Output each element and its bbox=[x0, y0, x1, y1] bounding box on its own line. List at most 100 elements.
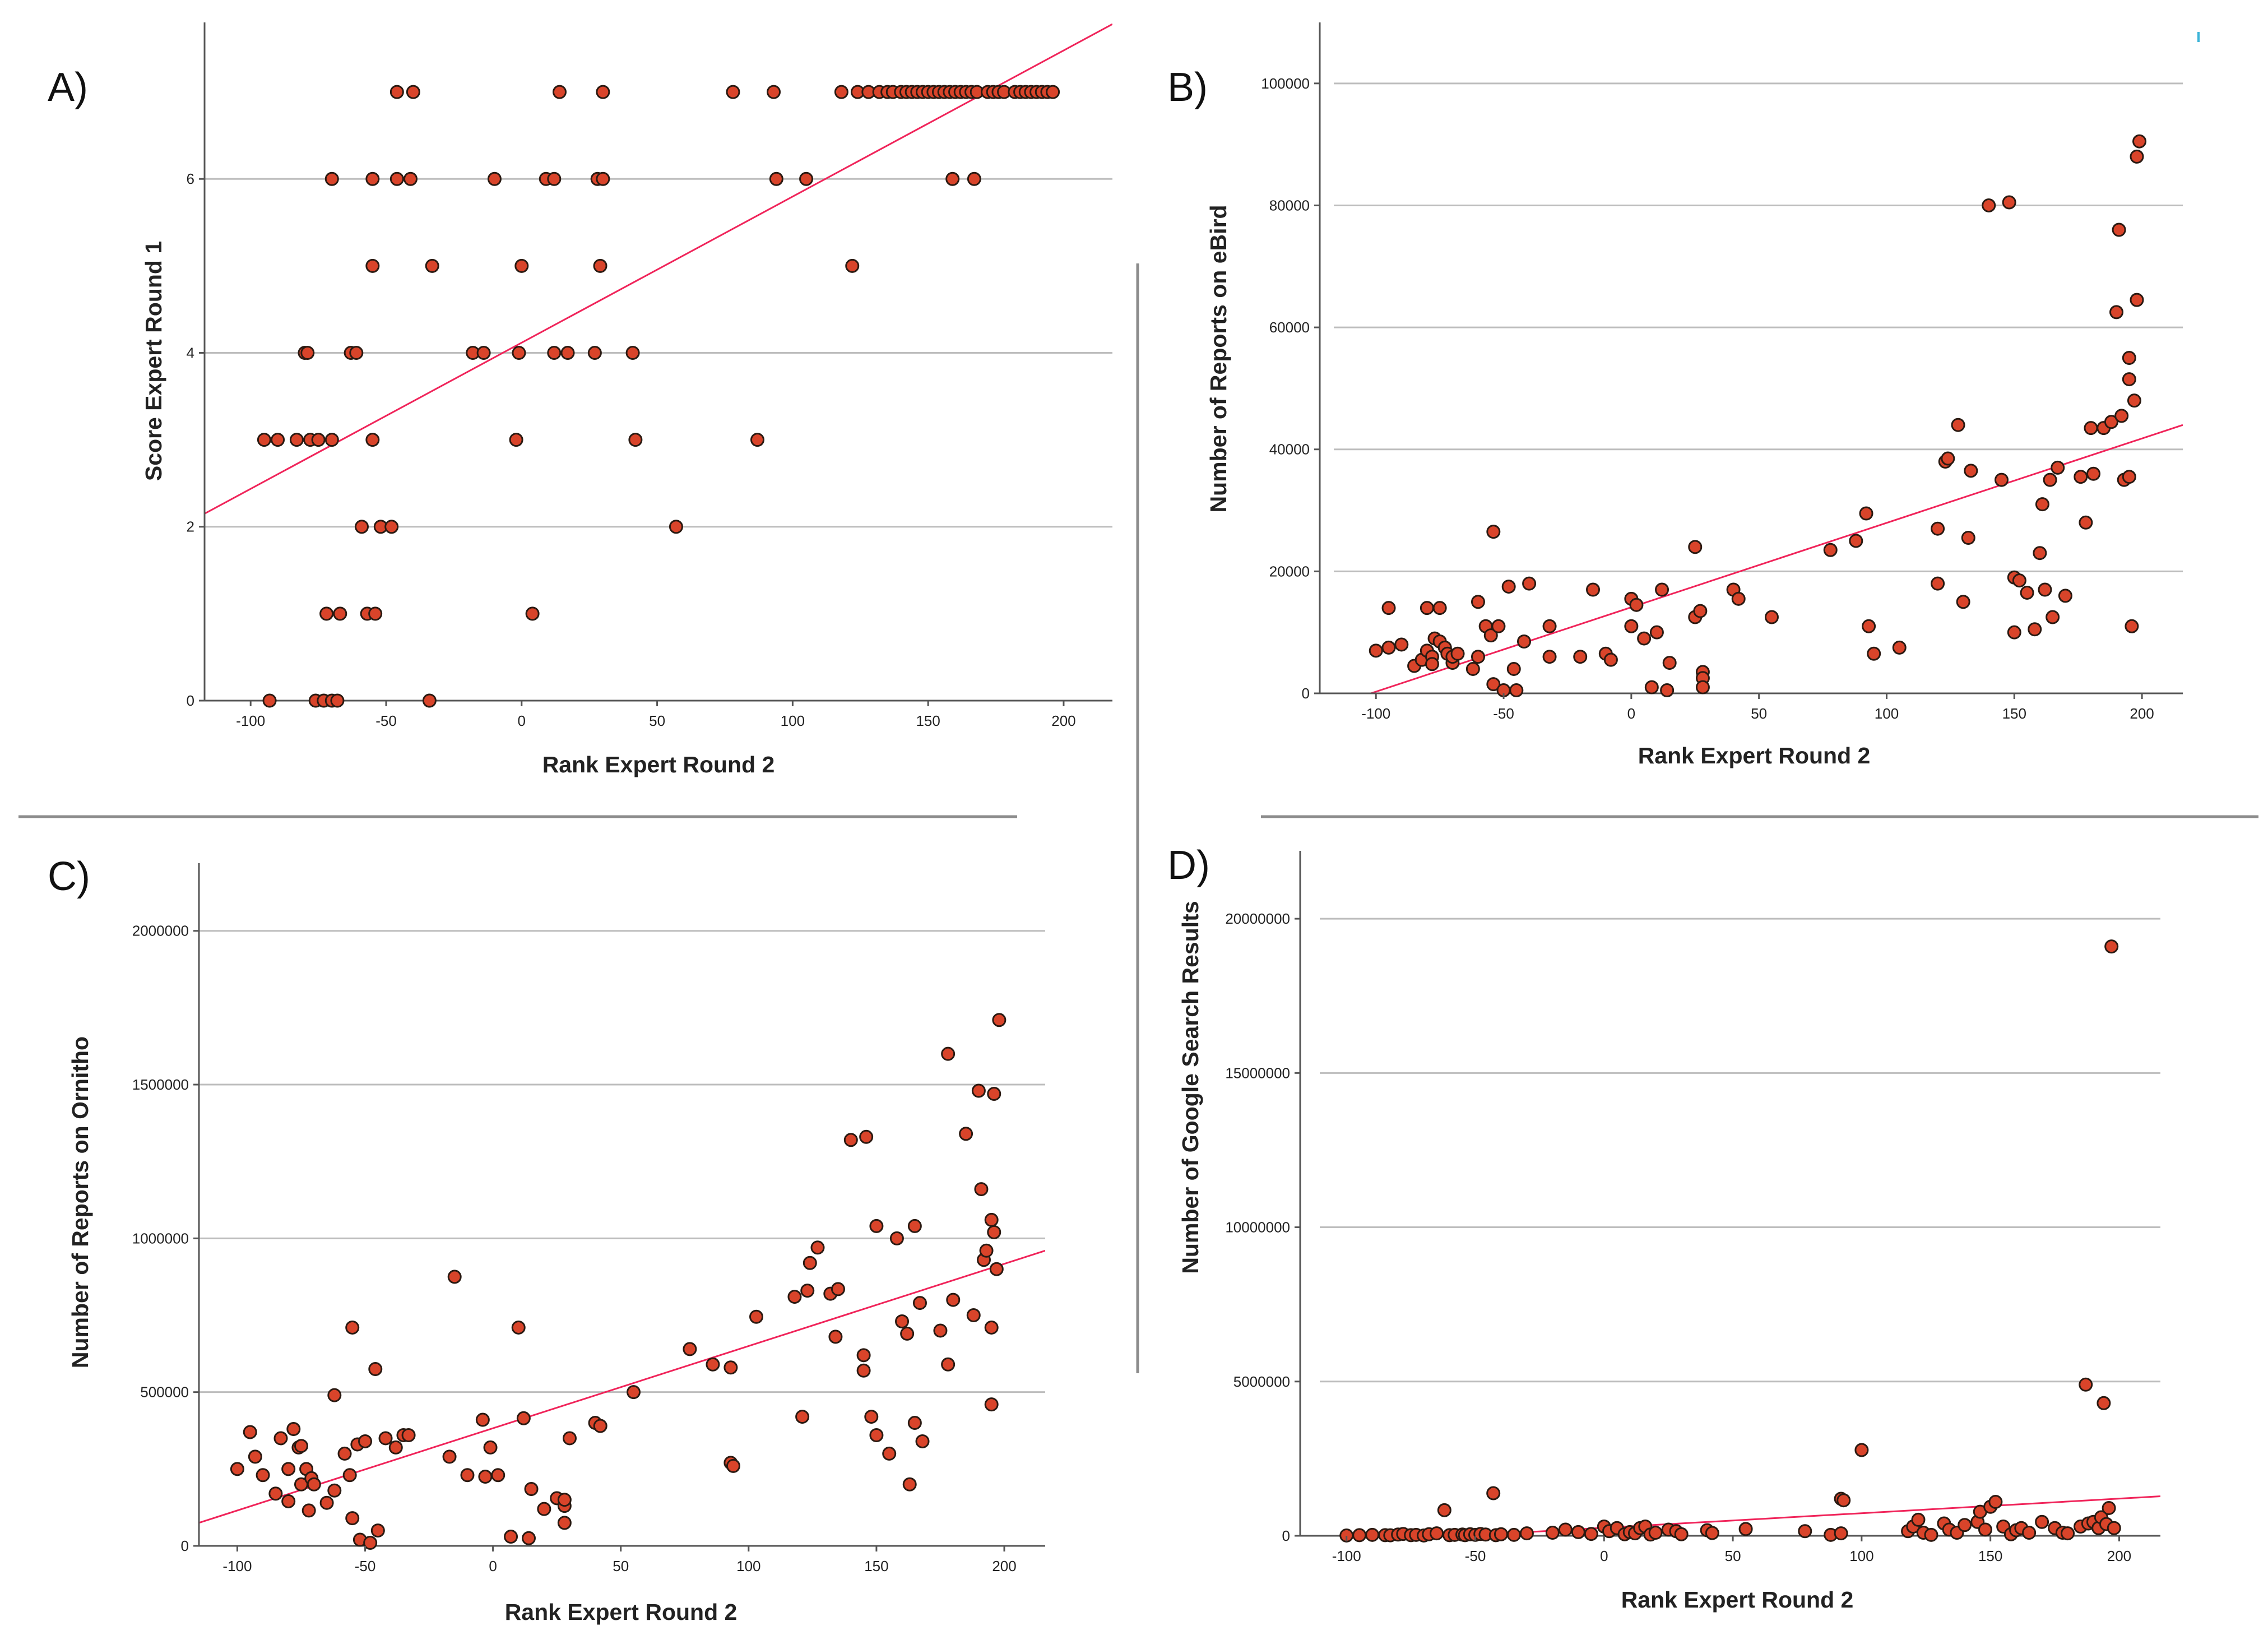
panel-c-ylabel: Number of Reports on Ornitho bbox=[67, 1036, 93, 1368]
data-point bbox=[460, 1468, 475, 1483]
data-point bbox=[281, 1494, 296, 1508]
x-tick-label: 50 bbox=[649, 712, 665, 729]
data-point bbox=[1584, 1527, 1598, 1541]
data-point bbox=[1982, 198, 1996, 212]
panel-c-label: C) bbox=[48, 854, 90, 899]
fit-line bbox=[205, 23, 1112, 515]
data-point bbox=[987, 1086, 1001, 1101]
panel-c-points bbox=[230, 1013, 1007, 1550]
data-point bbox=[856, 1348, 871, 1363]
x-tick-label: 100 bbox=[1875, 705, 1899, 722]
data-point bbox=[1964, 464, 1978, 478]
data-point bbox=[358, 1434, 373, 1448]
data-point bbox=[1471, 595, 1485, 609]
data-point bbox=[593, 1419, 607, 1433]
data-point bbox=[1369, 643, 1383, 658]
data-point bbox=[992, 1013, 1007, 1027]
panel-c-ticks: -100 -50 0 50 100 150 200 0 500000 1000000 1500000… bbox=[132, 923, 1017, 1574]
data-point bbox=[1764, 610, 1779, 624]
x-tick-label: -100 bbox=[1361, 705, 1390, 722]
data-point bbox=[1911, 1512, 1926, 1527]
data-point bbox=[2086, 466, 2101, 481]
data-point bbox=[1859, 506, 1873, 521]
data-point bbox=[1995, 473, 2009, 487]
data-point bbox=[2097, 1396, 2111, 1410]
panel-a-ylabel: Score Expert Round 1 bbox=[141, 241, 166, 481]
data-point bbox=[843, 1133, 858, 1147]
x-tick-label: 200 bbox=[2130, 705, 2154, 722]
data-point bbox=[845, 258, 860, 273]
data-point bbox=[330, 693, 345, 708]
data-point bbox=[2107, 1521, 2121, 1535]
data-point bbox=[989, 1262, 1004, 1276]
y-tick-label: 15000000 bbox=[1225, 1064, 1290, 1081]
panel-b-ylabel: Number of Reports on eBird bbox=[1205, 205, 1231, 513]
data-point bbox=[2043, 473, 2057, 487]
y-tick-label: 4 bbox=[187, 344, 194, 361]
data-point bbox=[281, 1462, 296, 1476]
data-point bbox=[915, 1434, 930, 1448]
data-point bbox=[521, 1531, 536, 1545]
x-tick-label: 200 bbox=[2107, 1548, 2131, 1564]
data-point bbox=[406, 85, 420, 99]
data-point bbox=[509, 433, 523, 447]
data-point bbox=[1649, 625, 1664, 640]
data-point bbox=[2002, 195, 2016, 210]
data-point bbox=[512, 345, 526, 360]
data-point bbox=[1494, 1527, 1508, 1541]
data-point bbox=[504, 1530, 518, 1544]
data-point bbox=[1046, 85, 1060, 99]
data-point bbox=[2125, 619, 2139, 633]
data-point bbox=[2038, 582, 2052, 597]
data-point bbox=[345, 1320, 360, 1335]
panel-d-label: D) bbox=[1167, 843, 1210, 888]
data-point bbox=[273, 1431, 288, 1446]
data-point bbox=[869, 1219, 884, 1233]
data-point bbox=[1522, 576, 1537, 591]
data-point bbox=[2028, 622, 2042, 637]
data-point bbox=[2051, 460, 2065, 475]
data-point bbox=[800, 1284, 815, 1298]
data-point bbox=[243, 1425, 257, 1439]
data-point bbox=[1430, 1526, 1444, 1541]
data-point bbox=[2033, 546, 2047, 561]
fit-line bbox=[1370, 424, 2183, 693]
x-tick-label: -50 bbox=[1465, 1548, 1486, 1564]
data-point bbox=[769, 172, 783, 186]
data-point bbox=[1542, 650, 1557, 664]
y-tick-label: 0 bbox=[1302, 685, 1310, 702]
data-point bbox=[1629, 598, 1644, 612]
data-point bbox=[557, 1493, 572, 1507]
data-point bbox=[1660, 683, 1675, 698]
y-tick-label: 500000 bbox=[140, 1384, 189, 1401]
data-point bbox=[1695, 680, 1710, 694]
data-point bbox=[547, 172, 562, 186]
panel-b-axes bbox=[1319, 22, 2183, 694]
data-point bbox=[1571, 1525, 1585, 1539]
data-point bbox=[1674, 1527, 1689, 1541]
data-point bbox=[803, 1256, 817, 1270]
data-point bbox=[723, 1360, 738, 1375]
y-tick-label: 20000 bbox=[1269, 563, 1310, 580]
data-point bbox=[828, 1330, 843, 1344]
y-tick-label: 60000 bbox=[1269, 319, 1310, 336]
data-point bbox=[834, 85, 848, 99]
data-point bbox=[1862, 619, 1876, 633]
data-point bbox=[1352, 1528, 1367, 1543]
data-point bbox=[1558, 1522, 1573, 1537]
data-point bbox=[1836, 1493, 1851, 1508]
data-point bbox=[933, 1323, 948, 1338]
data-point bbox=[1586, 582, 1601, 597]
data-point bbox=[1450, 646, 1465, 661]
data-point bbox=[2035, 1514, 2049, 1529]
data-point bbox=[1705, 1526, 1719, 1540]
data-point bbox=[2079, 515, 2093, 530]
data-point bbox=[525, 606, 540, 621]
data-point bbox=[476, 345, 491, 360]
data-point bbox=[333, 606, 347, 621]
data-point bbox=[286, 1422, 301, 1437]
data-point bbox=[262, 693, 277, 708]
data-point bbox=[1867, 646, 1881, 661]
y-tick-label: 0 bbox=[187, 692, 194, 709]
data-point bbox=[966, 1308, 981, 1323]
